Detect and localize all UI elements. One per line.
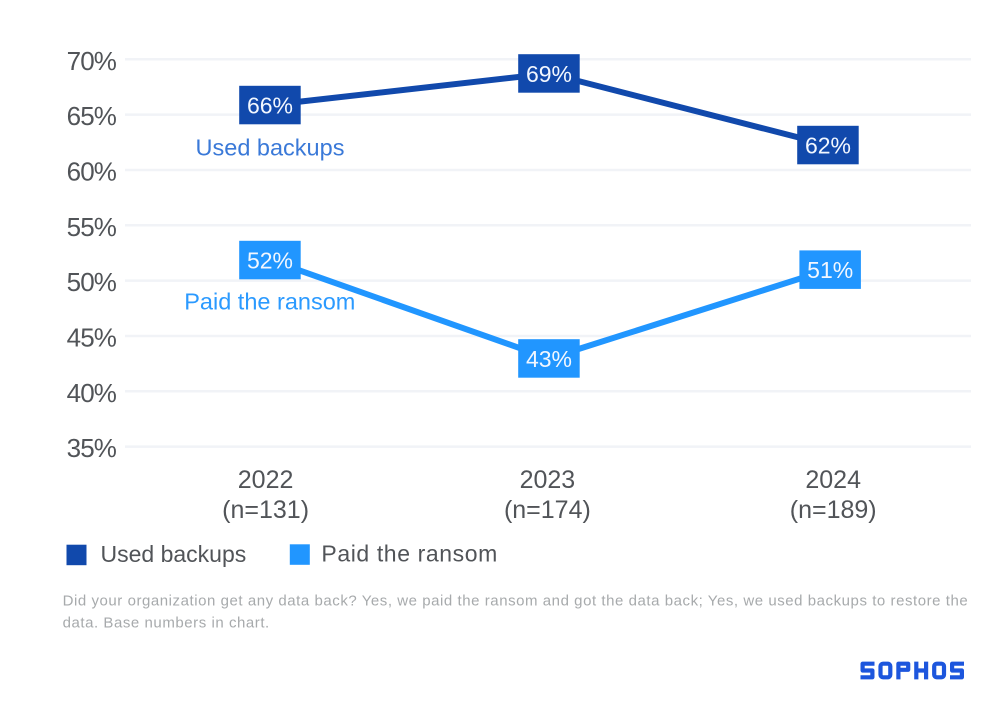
svg-text:data. Base numbers in chart.: data. Base numbers in chart.: [63, 614, 270, 631]
svg-text:2024: 2024: [805, 466, 861, 494]
svg-text:(n=174): (n=174): [504, 496, 591, 524]
svg-text:2022: 2022: [238, 466, 294, 494]
svg-text:50%: 50%: [67, 267, 117, 297]
svg-text:Used backups: Used backups: [101, 541, 247, 567]
svg-text:51%: 51%: [807, 257, 853, 283]
svg-text:60%: 60%: [67, 157, 117, 187]
svg-text:55%: 55%: [67, 212, 117, 242]
svg-text:Paid the ransom: Paid the ransom: [321, 541, 497, 567]
svg-text:52%: 52%: [247, 247, 293, 273]
svg-text:Used backups: Used backups: [196, 135, 345, 161]
svg-text:66%: 66%: [247, 92, 293, 118]
svg-text:(n=189): (n=189): [790, 496, 877, 524]
svg-text:65%: 65%: [67, 101, 117, 131]
svg-text:40%: 40%: [67, 378, 117, 408]
svg-text:69%: 69%: [526, 61, 572, 87]
svg-text:Paid the ransom: Paid the ransom: [184, 288, 355, 314]
svg-text:62%: 62%: [805, 132, 851, 158]
svg-text:Did your organization get any: Did your organization get any data back?…: [63, 593, 969, 610]
svg-text:(n=131): (n=131): [222, 496, 309, 524]
svg-text:70%: 70%: [67, 46, 117, 76]
svg-text:35%: 35%: [67, 433, 117, 463]
svg-text:43%: 43%: [526, 346, 572, 372]
svg-text:45%: 45%: [67, 323, 117, 353]
svg-text:2023: 2023: [520, 466, 576, 494]
